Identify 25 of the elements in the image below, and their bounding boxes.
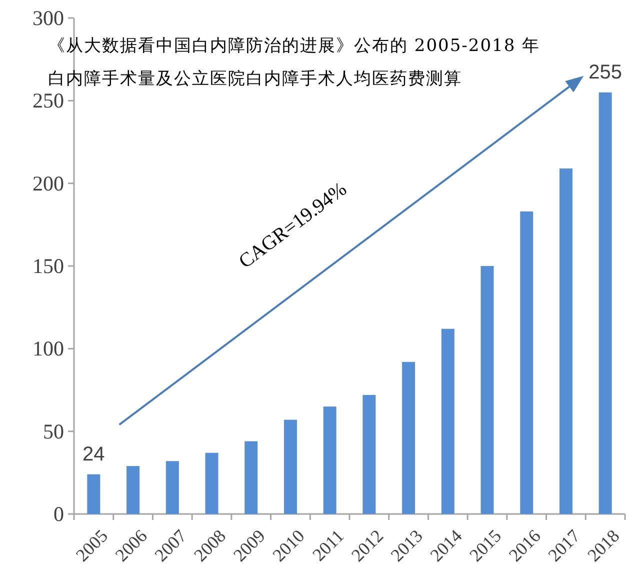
bar <box>323 406 336 514</box>
y-tick-label: 250 <box>32 88 64 113</box>
text: 《从大数据看中国白内障防治的进展》公布的 2005-2018 年白内障手术量及公立医院白内障手术人均医药费测算 <box>48 35 542 91</box>
y-tick-label: 0 <box>54 502 64 526</box>
bar <box>520 211 534 514</box>
bar <box>244 441 258 514</box>
bar <box>362 394 376 514</box>
bar <box>598 92 612 514</box>
x-tick-label: 2011 <box>308 526 348 565</box>
y-tick-label: 100 <box>32 336 64 361</box>
bar <box>441 328 454 514</box>
y-tick-label: 150 <box>32 254 64 278</box>
bar <box>480 266 494 514</box>
bar <box>205 452 218 514</box>
data-label: 24 <box>82 443 105 466</box>
bar <box>284 420 297 514</box>
data-label: 255 <box>588 61 622 84</box>
bar <box>87 474 100 514</box>
bar <box>402 362 416 514</box>
bar <box>126 466 140 514</box>
bar <box>559 168 572 514</box>
y-tick-label: 200 <box>32 171 64 196</box>
y-tick-label: 50 <box>43 419 64 444</box>
bar <box>166 461 179 514</box>
y-tick-label: 300 <box>32 6 64 30</box>
